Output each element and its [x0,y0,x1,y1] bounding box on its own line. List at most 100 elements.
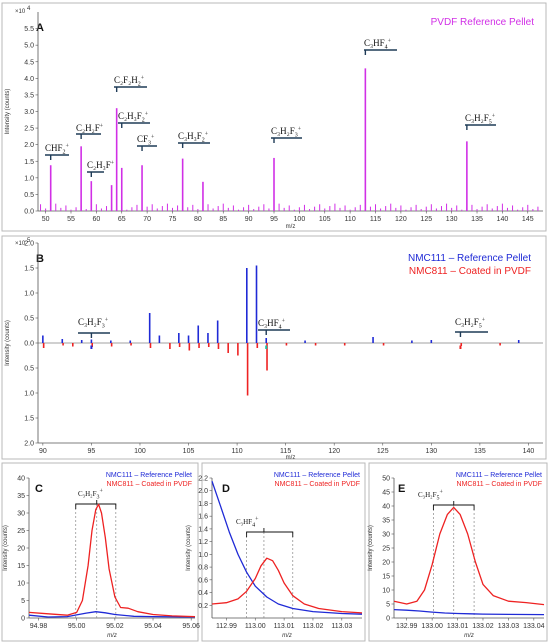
y-tick-label-b: 2.0 [24,241,34,248]
ion-label-a: C₂H₃F+ [87,160,115,170]
x-tick-label-panelC: 95.06 [182,623,200,630]
y-multiplier-a: ×10 [15,9,26,15]
y-tick-label-a: 4.5 [24,59,34,66]
y-tick-label-panelE: 50 [382,476,390,483]
ion-bracket-a [118,122,150,128]
ion-label-a: CHF2+ [45,143,70,156]
x-tick-label-a: 130 [446,216,458,223]
ion-bracket-b [258,329,290,335]
y-tick-label-panelC: 0 [21,616,25,623]
legend-nmc111-panelC: NMC111 – Reference Pellet [106,472,192,479]
ion-label-a-sub: 2 [202,138,205,144]
ion-label-a-sub: 4 [385,45,388,51]
y-tick-label-panelC: 30 [17,511,25,518]
y-tick-label-a: 3.5 [24,92,34,99]
x-tick-label-panelD: 113.02 [303,623,324,630]
y-tick-label-a: 0.5 [24,192,34,199]
panel-letter-e: E [398,483,405,495]
ion-bracket-a [114,86,147,92]
ion-label-a: C₂H₃F2+ [118,111,149,124]
y-tick-label-b: 1.0 [24,391,34,398]
y-tick-label-a: 5.5 [24,26,34,33]
ion-label-b: C₃HF4+ [258,318,286,331]
y-tick-label-b: 0.5 [24,316,34,323]
y-tick-label-panelE: 5 [386,602,390,609]
ion-label-panelD: C₃HF4+ [236,517,259,529]
y-tick-label-panelD: 2.0 [198,488,208,495]
y-tick-label-panelD: 1.6 [198,514,208,521]
ion-label-panelC-sup: + [100,489,104,495]
y-tick-label-a: 0.0 [24,209,34,216]
ion-label-b-sup: + [282,319,286,325]
x-tick-label-a: 95 [270,216,278,223]
y-tick-label-b: 0.5 [24,366,34,373]
y-tick-label-b: 1.0 [24,291,34,298]
y-tick-label-panelC: 10 [17,581,25,588]
ion-bracket-panelC [75,500,117,509]
ion-label-a-base: CF [137,134,148,144]
legend-nmc111-panelD: NMC111 – Reference Pellet [274,472,360,479]
y-tick-label-a: 2.0 [24,142,34,149]
ion-label-panelC-sub: 3 [97,495,100,501]
ion-bracket-b [455,331,488,337]
x-tick-label-panelD: 113.00 [245,623,266,630]
ion-bracket-a [271,137,302,143]
x-tick-label-panelD: 113.03 [331,623,352,630]
ion-label-a-sup: + [141,76,145,82]
x-tick-label-panelD: 113.01 [274,623,295,630]
series-line-nmc811-panelE [393,506,545,606]
y-tick-label-panelD: 1.8 [198,501,208,508]
ion-label-b-base: C₃HF [258,318,279,328]
ion-bracket-panelD [246,528,294,537]
x-tick-label-a: 85 [219,216,227,223]
x-tick-label-a: 135 [471,216,483,223]
ion-label-b-sup: + [105,318,109,324]
frame-panel-e [368,462,548,642]
ion-label-panelE-base: C₃H₂F [418,491,437,499]
ion-label-panelE-sub: 5 [437,496,440,502]
legend-nmc111-panelE: NMC111 – Reference Pellet [456,472,542,479]
ion-label-a-sub: 3 [148,141,151,147]
ion-label-a-base: C₃H₃F [178,131,202,141]
ion-label-a-sup: + [100,124,104,130]
frame-panel-b [1,235,547,460]
y-multiplier-b: ×10 [15,241,26,247]
ion-label-a-sup: + [151,135,155,141]
x-tick-label-panelC: 95.04 [144,623,162,630]
x-tick-label-panelE: 133.03 [498,623,520,630]
y-tick-label-panelC: 35 [17,493,25,500]
legend-nmc811: NMC811 – Coated in PVDF [409,266,531,277]
ion-bracket-a [178,142,210,148]
ion-bracket-a [137,145,157,151]
series-line-nmc111-panelC [28,611,196,618]
y-tick-label-panelD: 0.2 [198,603,208,610]
x-tick-label-b: 115 [280,448,291,455]
panel-letter-a: A [36,22,44,34]
ion-label-b-sub: 3 [102,324,105,330]
frame-panel-c [1,462,199,642]
x-tick-label-a: 70 [143,216,151,223]
y-tick-label-panelE: 20 [382,560,390,567]
panel-letter-c: C [35,483,43,495]
x-tick-label-panelC: 95.00 [68,623,86,630]
x-tick-label-b: 130 [425,448,437,455]
ion-label-a-sup: + [205,132,209,138]
y-tick-label-panelC: 15 [17,563,25,570]
ion-label-b: C₃H₂F5+ [455,317,486,330]
y-tick-label-panelD: 0.8 [198,565,208,572]
x-tick-label-panelC: 94.98 [30,623,48,630]
ion-bracket-a [364,49,397,55]
ion-label-a-sub: 2 [138,82,141,88]
ion-label-a-base: C₂H₂F [76,123,100,133]
y-axis-label-panelE: Intensity (counts) [368,525,374,571]
ion-label-a-sub: 2 [63,150,66,156]
y-tick-label-b: 0.0 [24,341,34,348]
x-tick-label-b: 125 [377,448,389,455]
y-axis-label-panelC: Intensity (counts) [3,525,9,571]
y-tick-label-panelE: 45 [382,490,390,497]
series-line-nmc111-panelE [393,608,545,616]
y-tick-label-panelD: 2.2 [198,476,208,483]
ion-label-a-sup: + [145,112,149,118]
y-tick-label-panelE: 35 [382,518,390,525]
y-axis-label-b: Intensity (counts) [5,320,11,366]
